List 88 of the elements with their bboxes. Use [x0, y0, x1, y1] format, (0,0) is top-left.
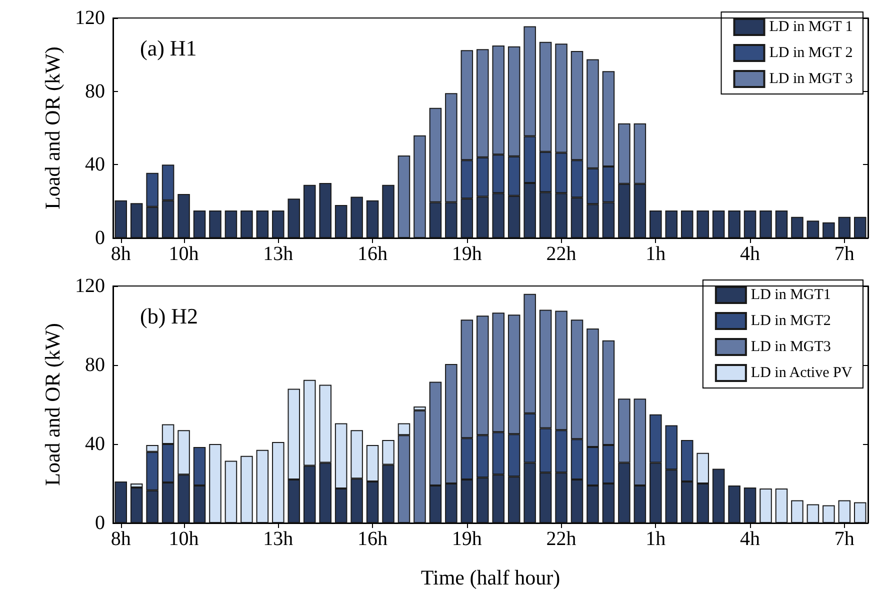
bar — [760, 210, 772, 238]
y-tick-label: 40 — [85, 154, 105, 176]
bar — [288, 198, 300, 238]
x-tick-label: 4h — [740, 243, 760, 265]
bar — [696, 210, 709, 238]
bar — [414, 135, 426, 238]
bar — [854, 216, 866, 238]
bar — [272, 442, 284, 523]
legend-label: LD in MGT3 — [750, 339, 831, 355]
bar — [775, 210, 788, 238]
x-tick-label: 22h — [546, 243, 576, 265]
bar — [822, 222, 835, 238]
bar — [650, 210, 662, 238]
x-tick-label: 13h — [263, 243, 294, 265]
x-tick-label: 16h — [358, 528, 388, 550]
x-axis-title: Time (half hour) — [420, 566, 560, 590]
bar — [728, 210, 740, 238]
x-tick-label: 8h — [110, 243, 131, 265]
x-tick-label: 1h — [646, 528, 666, 550]
bar — [193, 210, 206, 238]
bar — [130, 487, 143, 523]
legend-label: LD in MGT2 — [750, 313, 831, 329]
bar — [665, 210, 678, 238]
bar — [303, 184, 316, 238]
y-tick-label: 80 — [85, 354, 105, 376]
bar — [114, 200, 127, 238]
legend-label: LD in MGT1 — [750, 287, 831, 303]
bar — [791, 216, 804, 238]
y-tick-label: 0 — [95, 227, 105, 249]
bar — [350, 196, 363, 238]
bar — [382, 184, 394, 238]
x-tick-label: 19h — [452, 528, 482, 550]
legend-label: LD in MGT 2 — [769, 45, 853, 61]
bar — [130, 203, 143, 238]
bar — [240, 210, 253, 238]
text: (a) H1 — [140, 36, 197, 60]
bar — [838, 500, 851, 523]
legend-label: LD in MGT 1 — [769, 19, 853, 35]
bar — [272, 210, 284, 238]
x-tick-label: 7h — [834, 528, 854, 550]
bar — [822, 505, 835, 523]
y-tick-label: 120 — [75, 7, 105, 29]
y-tick-label: 120 — [75, 275, 105, 297]
bar — [240, 456, 253, 523]
bar — [712, 210, 725, 238]
bar — [319, 183, 332, 238]
x-tick-label: 7h — [834, 243, 854, 265]
bar — [178, 194, 190, 238]
x-tick-label: 10h — [168, 528, 199, 550]
bar — [366, 200, 379, 238]
bar — [114, 482, 127, 523]
bar — [791, 500, 804, 523]
bar — [209, 444, 222, 523]
bar — [209, 210, 222, 238]
bar — [854, 502, 866, 523]
y-tick-label: 80 — [85, 80, 105, 102]
legend-label: LD in Active PV — [750, 365, 852, 381]
bar — [838, 216, 851, 238]
bar — [680, 210, 694, 238]
x-tick-label: 1h — [646, 243, 666, 265]
bar — [744, 487, 756, 523]
bar — [806, 504, 820, 523]
bar — [775, 488, 788, 523]
bar — [806, 220, 820, 238]
legend-label: LD in MGT 3 — [769, 71, 853, 87]
text: (b) H2 — [140, 304, 198, 328]
bar — [760, 488, 772, 523]
bar — [712, 468, 725, 523]
x-tick-label: 13h — [263, 528, 294, 550]
x-tick-label: 10h — [168, 243, 199, 265]
x-tick-label: 4h — [740, 528, 760, 550]
y-tick-label: 0 — [95, 512, 105, 534]
bar — [728, 485, 740, 523]
x-tick-label: 22h — [546, 528, 576, 550]
bar — [744, 210, 756, 238]
x-tick-label: 19h — [452, 243, 482, 265]
bar — [398, 156, 410, 238]
bar — [414, 410, 426, 523]
y-axis-title: Load and OR (kW) — [40, 323, 64, 486]
bar — [224, 210, 238, 238]
bar — [256, 210, 269, 238]
y-tick-label: 40 — [85, 433, 105, 455]
bar — [256, 450, 269, 523]
bar — [334, 205, 348, 238]
x-tick-label: 8h — [110, 528, 131, 550]
y-axis-title: Load and OR (kW) — [40, 46, 64, 210]
bar — [224, 460, 238, 523]
x-tick-label: 16h — [358, 243, 388, 265]
